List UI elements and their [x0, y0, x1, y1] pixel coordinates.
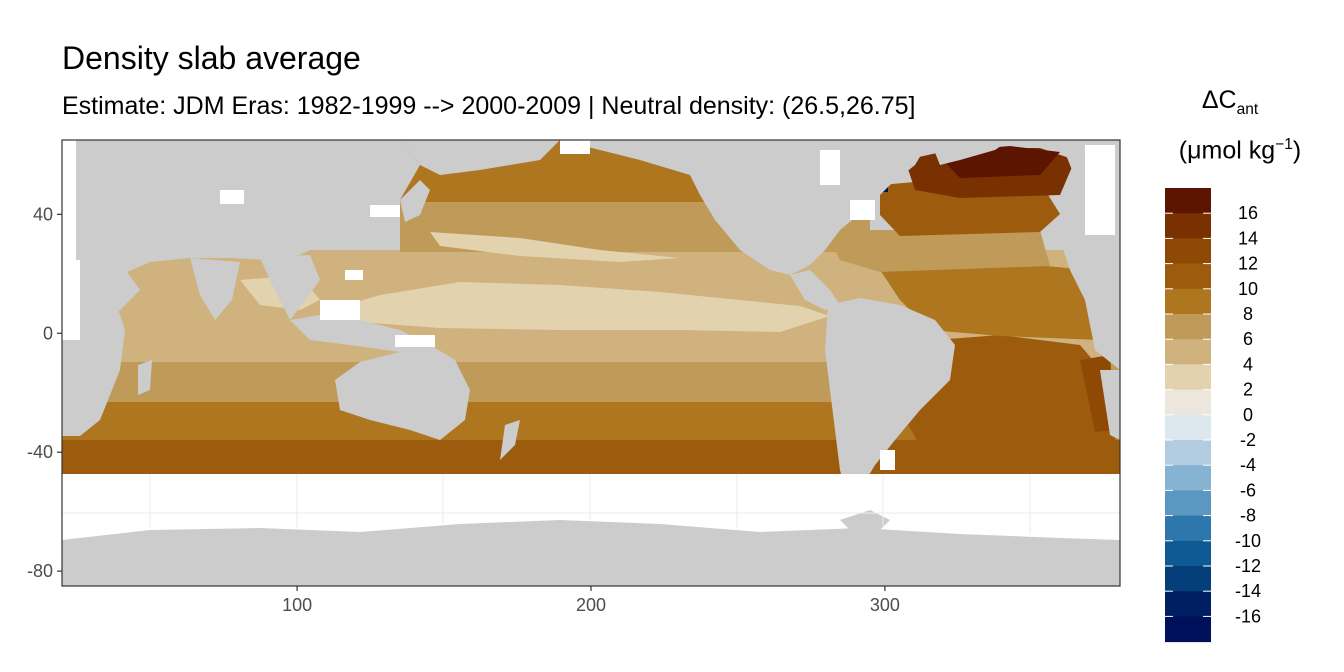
legend-title-symbol: ΔCant	[1180, 86, 1280, 119]
legend-swatch	[1165, 389, 1211, 416]
legend-label: 2	[1243, 380, 1253, 400]
legend-label: 6	[1243, 329, 1253, 349]
legend-swatch	[1165, 314, 1211, 340]
legend-label: 0	[1243, 405, 1253, 425]
speckle	[62, 140, 76, 260]
legend-swatch	[1165, 364, 1211, 391]
equatorial-tongue	[330, 282, 830, 332]
x-tick-label: 300	[870, 595, 900, 615]
speckle	[320, 300, 360, 320]
speckle	[370, 205, 400, 217]
tropical-atlantic	[880, 262, 1110, 340]
chart-title: Density slab average	[62, 40, 361, 76]
speckle	[395, 335, 435, 347]
land-central-america	[790, 270, 840, 310]
legend-swatch	[1165, 591, 1211, 617]
legend-label: -14	[1235, 581, 1261, 601]
y-tick-label: 40	[33, 204, 53, 224]
missing-data-speckles	[62, 140, 1115, 470]
land-australia	[335, 345, 470, 440]
legend-swatch	[1165, 515, 1211, 542]
legend-swatch	[1165, 566, 1211, 592]
north-pacific-tongue	[430, 232, 680, 262]
legend-label: -2	[1240, 430, 1256, 450]
speckle	[62, 260, 80, 340]
legend-symbol: ΔC	[1201, 86, 1237, 114]
legend-colorbar: 16 14 12 10 8 6 4 2 0 -2 -4 -6 -8 -10 -12 -14 -16	[1165, 188, 1261, 643]
legend-unit-open: (μmol kg	[1178, 136, 1276, 165]
gridlines	[62, 474, 1120, 534]
legend-label: -10	[1235, 531, 1261, 551]
legend-label: -6	[1240, 480, 1256, 500]
legend-swatch	[1165, 339, 1211, 365]
legend-symbol-sub: ant	[1236, 101, 1259, 118]
chart-subtitle: Estimate: JDM Eras: 1982-1999 --> 2000-2…	[62, 92, 916, 120]
legend-unit-close: )	[1292, 136, 1302, 165]
legend-label: -12	[1235, 556, 1261, 576]
land-masses	[62, 140, 1120, 500]
speckle	[1085, 145, 1115, 235]
land-madagascar	[138, 360, 152, 395]
land-southeast-asia	[260, 255, 320, 320]
land-africa-west	[1060, 240, 1120, 370]
legend-label: 14	[1238, 228, 1258, 248]
legend-swatch	[1165, 616, 1211, 643]
y-tick-label: -40	[27, 442, 53, 462]
land-india	[190, 258, 240, 320]
legend-swatch	[1165, 188, 1211, 214]
land-africa-south	[1100, 370, 1120, 440]
legend-swatch	[1165, 440, 1211, 466]
speckle	[345, 270, 363, 280]
antarctic-peninsula	[840, 510, 890, 530]
legend-unit-sup: −1	[1275, 136, 1293, 153]
legend-swatch	[1165, 238, 1211, 265]
legend-swatch	[1165, 540, 1211, 567]
legend-label: -16	[1235, 606, 1261, 626]
land-south-america	[825, 298, 955, 500]
land-eurasia-west	[62, 140, 420, 275]
x-tick-label: 100	[282, 595, 312, 615]
legend-label: 16	[1238, 203, 1258, 223]
legend-label: 12	[1238, 254, 1258, 274]
legend-swatch	[1165, 213, 1211, 239]
legend-swatch	[1165, 263, 1211, 290]
speckle	[560, 140, 590, 154]
land-greenland	[930, 140, 1010, 165]
speckle	[820, 150, 840, 185]
land-kamchatka	[400, 140, 560, 175]
north-atlantic-mid	[825, 230, 1050, 272]
y-tick-label: -80	[27, 561, 53, 581]
legend-label: 8	[1243, 304, 1253, 324]
legend-label: 10	[1238, 279, 1258, 299]
legend-label: 4	[1243, 354, 1253, 374]
speckle	[850, 200, 875, 220]
legend-label: -4	[1240, 455, 1256, 475]
legend-swatch	[1165, 414, 1211, 441]
south-atlantic-core	[900, 335, 1115, 446]
legend-swatch	[1165, 465, 1211, 491]
antarctica	[62, 520, 1120, 586]
legend-swatch	[1165, 490, 1211, 517]
legend-swatch	[1165, 288, 1211, 315]
y-tick-label: 0	[43, 323, 53, 343]
legend-title-unit: (μmol kg−1)	[1160, 136, 1320, 165]
x-tick-label: 200	[576, 595, 606, 615]
speckle	[220, 190, 244, 204]
land-new-zealand	[500, 420, 520, 460]
legend-label: -8	[1240, 506, 1256, 526]
speckle	[880, 450, 895, 470]
land-japan	[400, 180, 430, 222]
